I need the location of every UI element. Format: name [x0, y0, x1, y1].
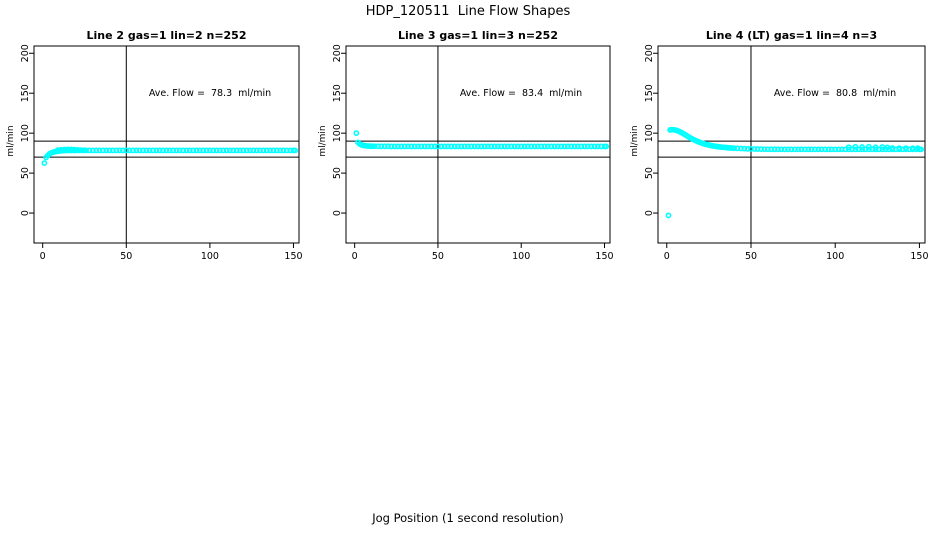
x-tick-label: 0	[352, 251, 358, 262]
y-tick-label: 50	[332, 167, 343, 179]
y-tick-label: 150	[20, 84, 31, 102]
x-tick-label: 50	[432, 251, 444, 262]
panel-2-ave-flow-label: Ave. Flow = 83.4 ml/min	[459, 88, 583, 99]
panel-3-title: Line 4 (LT) gas=1 lin=4 n=3	[705, 29, 878, 42]
x-tick-label: 100	[201, 251, 219, 262]
x-tick-label: 0	[40, 251, 46, 262]
y-tick-label: 0	[20, 210, 31, 216]
y-tick-label: 200	[332, 44, 343, 62]
y-tick-label: 100	[20, 124, 31, 142]
y-tick-label: 50	[644, 167, 655, 179]
data-points	[665, 126, 925, 219]
x-tick-label: 150	[284, 251, 302, 262]
y-tick-label: 0	[644, 210, 655, 216]
y-axis-ticks: 0 50 100 150 200	[644, 44, 658, 216]
x-axis-ticks: 0 50 100 150	[664, 243, 929, 262]
panel-2-plot: 0 50 100 150 200 0 50 100 150	[332, 44, 614, 262]
y-tick-label: 100	[644, 124, 655, 142]
y-axis-ticks: 0 50 100 150 200	[20, 44, 34, 216]
y-tick-label: 150	[644, 84, 655, 102]
data-points	[353, 130, 610, 150]
x-axis-ticks: 0 50 100 150	[40, 243, 303, 262]
x-axis-ticks: 0 50 100 150	[352, 243, 614, 262]
x-tick-label: 50	[120, 251, 132, 262]
panel-3-plot: 0 50 100 150 200 0 50 100 150	[644, 44, 929, 262]
figure-title: HDP_120511 Line Flow Shapes	[365, 4, 571, 19]
plot-box	[657, 45, 926, 244]
x-tick-label: 150	[910, 251, 928, 262]
panel-3-ave-flow-label: Ave. Flow = 80.8 ml/min	[773, 88, 897, 99]
reference-lines	[34, 46, 299, 243]
y-tick-label: 200	[644, 44, 655, 62]
x-tick-label: 150	[595, 251, 613, 262]
y-tick-label: 200	[20, 44, 31, 62]
panel-1-ave-flow-label: Ave. Flow = 78.3 ml/min	[148, 88, 272, 99]
panel-1-plot: 0 50 100 150 200 0 50 100 150	[20, 44, 303, 262]
y-tick-label: 0	[332, 210, 343, 216]
x-tick-label: 0	[664, 251, 670, 262]
x-tick-label: 50	[745, 251, 757, 262]
x-tick-label: 100	[826, 251, 844, 262]
panel-2-title: Line 3 gas=1 lin=3 n=252	[397, 29, 558, 42]
y-tick-label: 50	[20, 167, 31, 179]
y-axis-ticks: 0 50 100 150 200	[332, 44, 346, 216]
x-axis-label: Jog Position (1 second resolution)	[372, 511, 564, 525]
x-tick-label: 100	[512, 251, 530, 262]
panel-1-title: Line 2 gas=1 lin=2 n=252	[86, 29, 247, 42]
plot-box	[33, 45, 300, 244]
y-tick-label: 100	[332, 124, 343, 142]
data-points	[41, 146, 299, 167]
plot-box	[345, 45, 611, 244]
y-tick-label: 150	[332, 84, 343, 102]
